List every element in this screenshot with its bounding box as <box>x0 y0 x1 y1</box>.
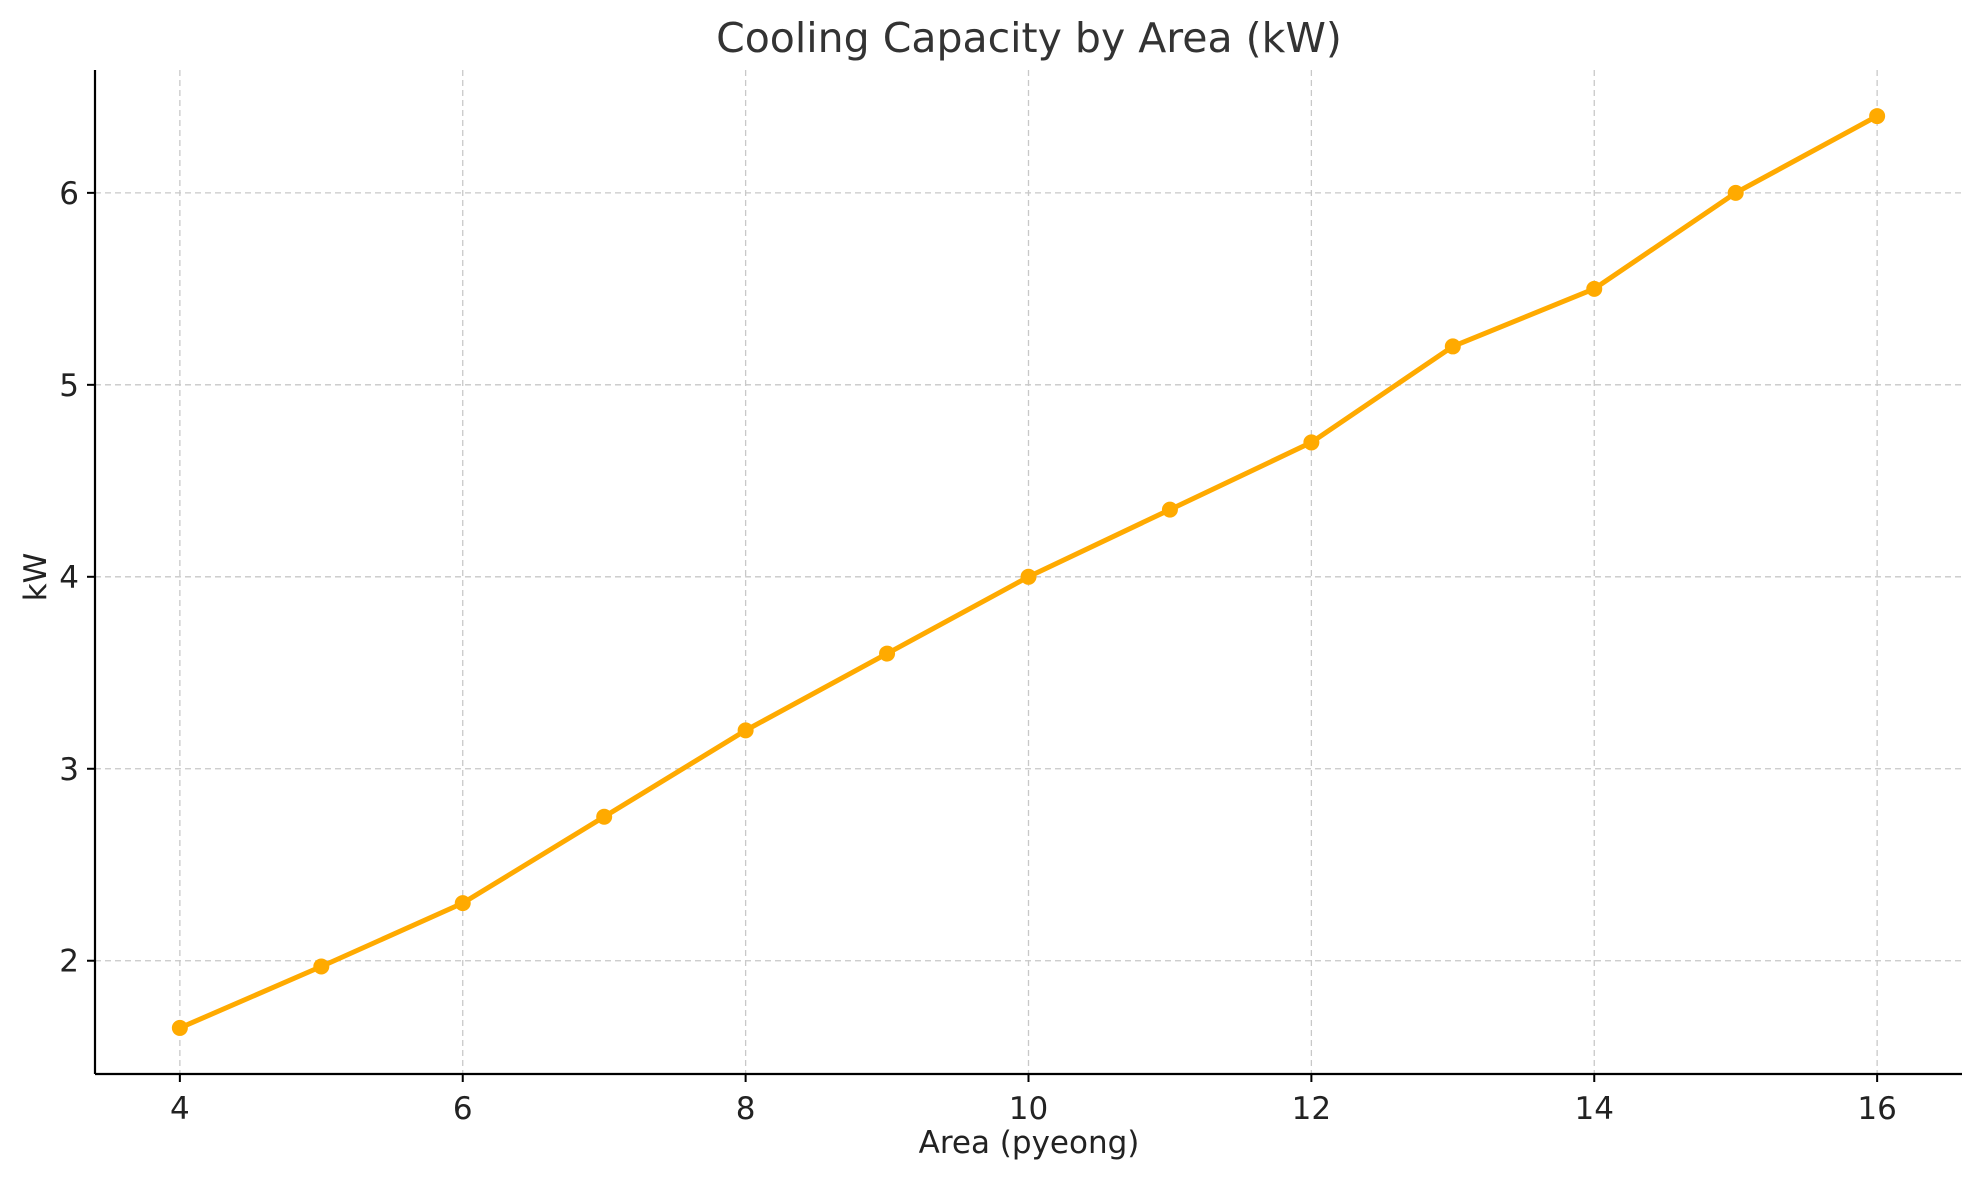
data-point <box>1303 434 1320 451</box>
y-tick-label: 5 <box>59 368 79 404</box>
axes <box>87 70 1962 1082</box>
data-point <box>1161 501 1178 518</box>
data-point <box>737 722 754 739</box>
tick-labels: 4 6 8 10 12 14 16 2 3 4 5 6 <box>59 176 1897 1127</box>
chart-title: Cooling Capacity by Area (kW) <box>716 14 1342 62</box>
data-point <box>1020 568 1037 585</box>
x-tick-label: 12 <box>1292 1091 1331 1127</box>
data-point <box>879 645 896 662</box>
data-point <box>1727 184 1744 201</box>
x-tick-label: 14 <box>1575 1091 1614 1127</box>
data-point <box>454 895 471 912</box>
x-tick-label: 16 <box>1857 1091 1896 1127</box>
x-axis-label: Area (pyeong) <box>919 1125 1140 1161</box>
data-point <box>1444 338 1461 355</box>
data-point <box>1586 280 1603 297</box>
y-tick-label: 6 <box>59 176 79 212</box>
y-axis-label: kW <box>18 553 54 602</box>
series <box>171 108 1886 1036</box>
x-tick-label: 4 <box>170 1091 190 1127</box>
x-tick-label: 8 <box>736 1091 756 1127</box>
y-tick-label: 4 <box>59 560 79 596</box>
y-tick-label: 3 <box>59 752 79 788</box>
x-tick-label: 6 <box>453 1091 473 1127</box>
data-point <box>171 1019 188 1036</box>
y-tick-label: 2 <box>59 944 79 980</box>
data-point <box>596 808 613 825</box>
data-point <box>1869 108 1886 125</box>
data-point <box>313 958 330 975</box>
x-tick-label: 10 <box>1009 1091 1048 1127</box>
